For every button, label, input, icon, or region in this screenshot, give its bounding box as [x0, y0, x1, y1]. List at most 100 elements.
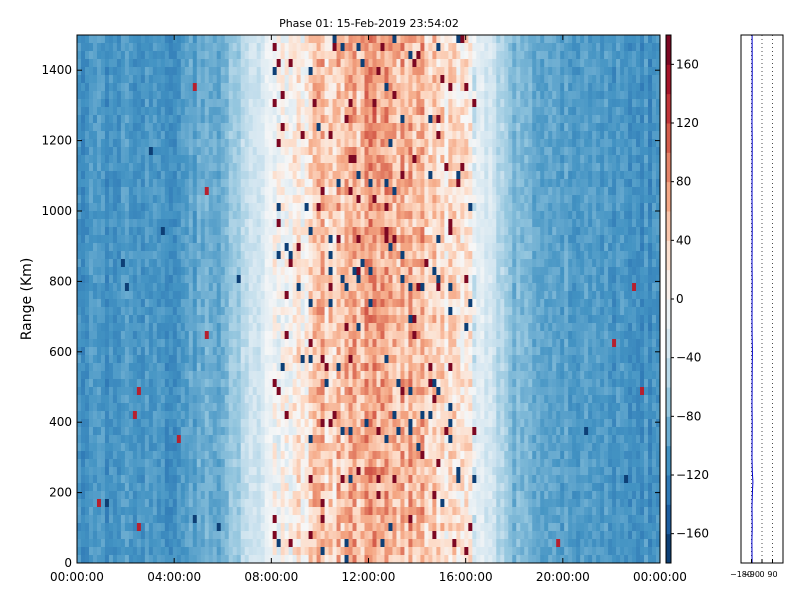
heatmap-cell	[136, 99, 142, 108]
heatmap-cell	[256, 363, 262, 372]
heatmap-cell	[264, 331, 270, 340]
heatmap-cell	[180, 515, 186, 524]
heatmap-cell	[176, 555, 182, 564]
heatmap-cell	[304, 283, 309, 292]
heatmap-cell	[176, 515, 182, 524]
heatmap-cell	[180, 91, 186, 100]
heatmap-cell	[212, 507, 218, 516]
heatmap-cell	[204, 531, 210, 540]
heatmap-cell	[88, 187, 94, 196]
heatmap-cell	[236, 59, 242, 68]
heatmap-cell	[324, 187, 329, 196]
heatmap-cell	[148, 355, 154, 364]
heatmap-cell	[296, 83, 302, 92]
heatmap-cell	[124, 291, 130, 300]
heatmap-cell	[124, 523, 130, 532]
heatmap-cell	[176, 131, 182, 140]
heatmap-cell	[264, 315, 270, 324]
heatmap-cell	[264, 363, 270, 372]
heatmap-cell	[324, 43, 329, 52]
heatmap-cell	[88, 491, 94, 500]
heatmap-cell	[216, 363, 222, 372]
heatmap-cell	[220, 67, 226, 76]
heatmap-cell	[152, 147, 158, 156]
heatmap-cell	[120, 203, 126, 212]
heatmap-cell	[280, 107, 286, 116]
heatmap-cell	[260, 331, 266, 340]
heatmap-cell	[80, 131, 86, 140]
heatmap-cell	[260, 179, 266, 188]
heatmap-cell	[244, 75, 250, 84]
heatmap-cell	[180, 459, 186, 468]
heatmap-cell	[104, 419, 110, 428]
heatmap-cell	[248, 67, 254, 76]
heatmap-cell	[156, 347, 162, 356]
heatmap-cell	[192, 427, 198, 436]
heatmap-cell	[372, 75, 377, 84]
heatmap-cell	[372, 315, 377, 324]
heatmap-cell	[292, 283, 298, 292]
heatmap-cell	[192, 163, 198, 172]
heatmap-cell	[216, 155, 222, 164]
heatmap-cell	[176, 75, 182, 84]
heatmap-cell	[188, 435, 194, 444]
heatmap-cell	[356, 131, 361, 140]
heatmap-cell	[104, 371, 110, 380]
heatmap-cell	[132, 427, 138, 436]
heatmap-cell	[160, 443, 166, 452]
heatmap-cell	[352, 299, 357, 308]
heatmap-cell	[176, 411, 182, 420]
heatmap-cell	[244, 187, 250, 196]
heatmap-cell	[188, 499, 194, 508]
heatmap-cell	[280, 179, 286, 188]
heatmap-cell	[268, 187, 274, 196]
heatmap-cell	[360, 251, 365, 260]
heatmap-cell	[80, 283, 86, 292]
heatmap-cell	[356, 331, 361, 340]
heatmap-cell	[96, 371, 102, 380]
heatmap-cell	[312, 163, 317, 172]
heatmap-cell	[284, 459, 290, 468]
heatmap-cell	[140, 123, 146, 132]
heatmap-cell	[100, 307, 106, 316]
heatmap-cell	[212, 547, 218, 556]
heatmap-cell	[212, 275, 218, 284]
heatmap-cell	[80, 475, 86, 484]
heatmap-cell	[256, 91, 262, 100]
heatmap-cell	[80, 339, 86, 348]
heatmap-cell	[332, 379, 337, 388]
heatmap-cell	[184, 323, 190, 332]
heatmap-cell	[256, 75, 262, 84]
heatmap-cell	[168, 403, 174, 412]
heatmap-cell	[276, 523, 282, 532]
heatmap-cell	[276, 155, 282, 164]
heatmap-cell	[184, 443, 190, 452]
heatmap-cell	[77, 211, 82, 220]
heatmap-cell	[108, 67, 114, 76]
heatmap-cell	[328, 523, 333, 532]
heatmap-cell	[268, 323, 274, 332]
heatmap-cell	[208, 251, 214, 260]
heatmap-cell	[272, 147, 278, 156]
heatmap-cell	[156, 155, 162, 164]
heatmap-cell	[80, 299, 86, 308]
heatmap-cell	[260, 291, 266, 300]
heatmap-cell	[300, 307, 306, 316]
heatmap-cell	[244, 459, 250, 468]
heatmap-cell	[88, 379, 94, 388]
heatmap-cell	[100, 419, 106, 428]
heatmap-cell	[128, 339, 134, 348]
heatmap-cell	[168, 515, 174, 524]
heatmap-cell	[220, 443, 226, 452]
heatmap-cell	[296, 355, 302, 364]
heatmap-cell	[188, 427, 194, 436]
heatmap-cell	[92, 507, 98, 516]
heatmap-cell	[168, 179, 174, 188]
heatmap-cell	[136, 555, 142, 564]
heatmap-cell	[344, 499, 349, 508]
heatmap-cell	[344, 411, 349, 420]
heatmap-cell	[260, 467, 266, 476]
heatmap-cell	[100, 499, 106, 508]
heatmap-cell	[340, 331, 345, 340]
heatmap-cell	[228, 59, 234, 68]
